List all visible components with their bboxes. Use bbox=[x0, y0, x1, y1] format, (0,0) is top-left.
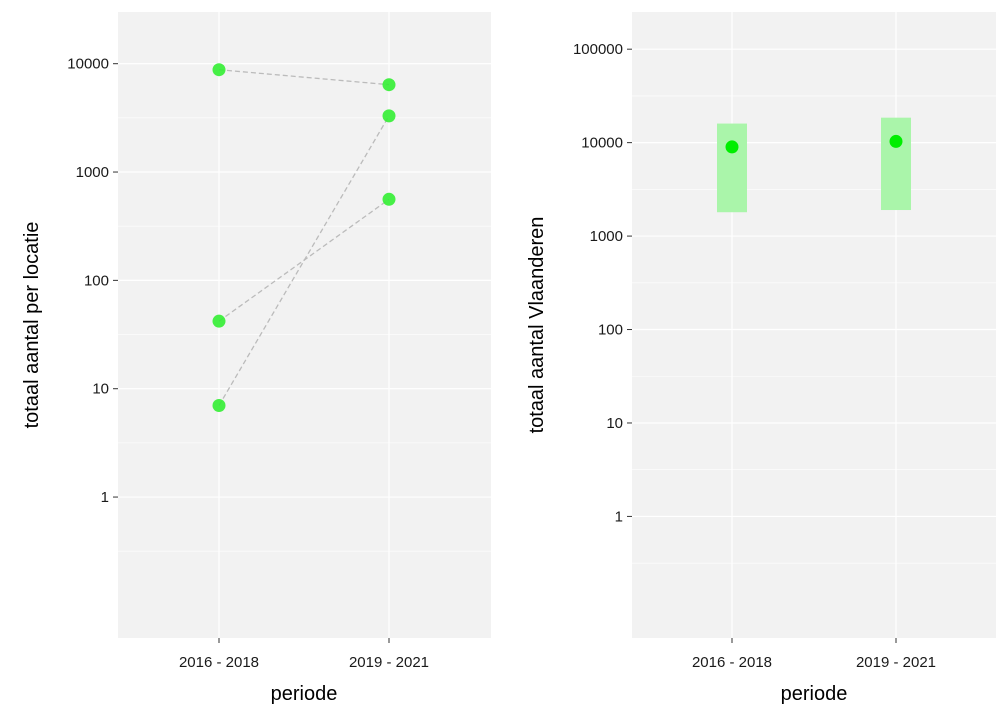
y-tick-label: 100 bbox=[84, 272, 109, 289]
interval-bar bbox=[717, 123, 747, 213]
plot-background bbox=[632, 12, 996, 638]
data-point bbox=[382, 78, 396, 92]
y-tick-label: 10 bbox=[606, 415, 623, 432]
data-point bbox=[212, 398, 226, 412]
y-tick-label: 1000 bbox=[76, 164, 109, 181]
plot-background bbox=[118, 12, 491, 638]
y-tick-label: 10 bbox=[92, 381, 109, 398]
y-tick-label: 1 bbox=[101, 489, 109, 506]
x-axis-title: periode bbox=[271, 683, 338, 705]
y-tick-label: 100000 bbox=[573, 41, 623, 58]
data-point bbox=[382, 109, 396, 123]
y-axis-title: totaal aantal Vlaanderen bbox=[526, 217, 548, 434]
data-point bbox=[889, 134, 903, 148]
y-tick-label: 1000 bbox=[590, 228, 623, 245]
data-point bbox=[212, 63, 226, 77]
panel-1: 1 10 100 1000 10000 2016 - 2018 2019 - 2021 per… bbox=[21, 12, 491, 705]
y-tick-label: 10000 bbox=[581, 135, 623, 152]
series-connector-line bbox=[218, 69, 390, 86]
y-tick-label: 100 bbox=[598, 322, 623, 339]
x-tick-label: 2019 - 2021 bbox=[349, 654, 429, 671]
data-point bbox=[382, 192, 396, 206]
panel-2: 1 10 100 1000 10000 100000 2016 - 2018 2019 - 2… bbox=[526, 12, 996, 705]
y-tick-label: 10000 bbox=[67, 56, 109, 73]
data-point bbox=[725, 140, 739, 154]
interval-bar bbox=[881, 117, 911, 211]
x-tick-label: 2019 - 2021 bbox=[856, 654, 936, 671]
data-point bbox=[212, 314, 226, 328]
x-tick-label: 2016 - 2018 bbox=[692, 654, 772, 671]
y-tick-label: 1 bbox=[615, 508, 623, 525]
x-axis-title: periode bbox=[781, 683, 848, 705]
y-axis-title: totaal aantal per locatie bbox=[21, 222, 43, 429]
x-tick-label: 2016 - 2018 bbox=[179, 654, 259, 671]
